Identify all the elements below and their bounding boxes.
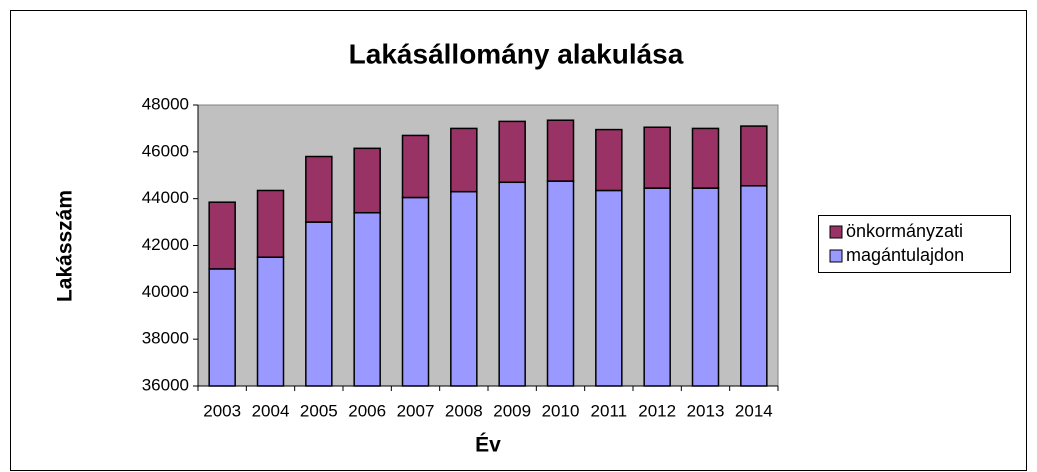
x-tick-label: 2009 [493,401,531,420]
y-tick-label: 46000 [142,141,189,160]
x-tick-label: 2014 [735,401,773,420]
bar-segment [740,185,768,387]
bar-segment [546,180,575,387]
bar-segment [401,134,430,199]
legend-box [818,215,1011,273]
x-tick-label: 2003 [203,401,241,420]
bar-segment [401,196,430,387]
x-tick-label: 2006 [348,401,386,420]
bar-segment [450,127,478,193]
bar-segment [305,221,333,387]
y-tick-label: 44000 [142,188,189,207]
legend-label: magántulajdon [846,245,964,265]
y-tick-label: 42000 [142,235,189,254]
bar-segment [643,126,671,189]
y-tick-label: 38000 [142,329,189,348]
x-tick-label: 2005 [300,401,338,420]
y-tick-label: 36000 [142,375,189,394]
x-tick-label: 2007 [397,401,435,420]
x-tick-label: 2004 [252,401,290,420]
bar-segment [450,190,478,387]
bar-segment [498,120,526,184]
bar-segment [643,187,671,387]
x-tick-label: 2012 [638,401,676,420]
bar-segment [305,155,333,223]
x-axis-label: Év [475,434,501,457]
chart-title: Lakásállomány alakulása [349,38,684,69]
bar-segment [546,119,575,182]
y-tick-label: 40000 [142,282,189,301]
bar-segment [256,189,285,258]
legend-swatch [829,249,843,263]
bar-segment [740,125,768,187]
legend-label: önkormányzati [846,221,963,241]
legend-swatch [829,225,843,239]
bar-segment [353,211,381,387]
x-tick-label: 2011 [591,401,628,420]
bar-segment [691,187,720,387]
y-tick-label: 48000 [142,94,189,113]
bar-segment [353,147,381,214]
x-tick-label: 2010 [542,401,580,420]
y-axis-label: Lakásszám [54,190,77,302]
plot-area [197,104,779,387]
bar-segment [256,256,285,387]
x-tick-label: 2008 [445,401,483,420]
bar-segment [498,181,526,387]
x-tick-label: 2013 [687,401,725,420]
bar-segment [595,128,623,192]
bar-segment [595,189,623,387]
bar-segment [208,268,236,387]
bar-segment [691,127,720,189]
bar-segment [208,201,236,270]
